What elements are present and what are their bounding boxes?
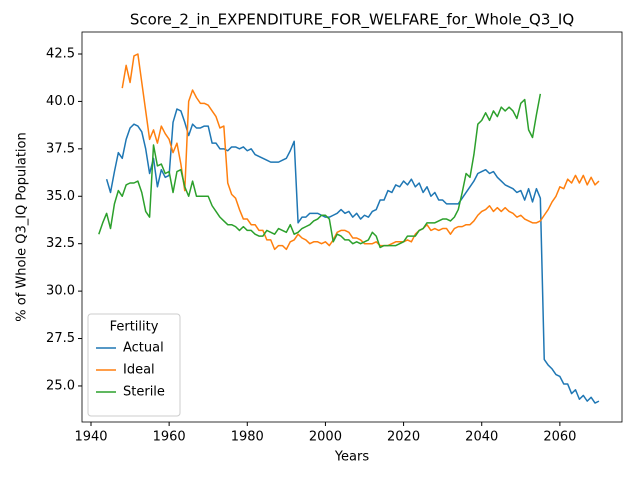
legend-label: Actual [123, 341, 164, 356]
x-tick-label: 1980 [231, 430, 264, 445]
x-axis-label: Years [334, 450, 370, 465]
x-tick-label: 2000 [309, 430, 342, 445]
x-tick-label: 1960 [153, 430, 186, 445]
legend-box [87, 313, 181, 417]
plot-frame [81, 31, 623, 423]
legend-title: Fertility [110, 320, 159, 335]
x-tick-label: 2060 [543, 430, 576, 445]
line-series [98, 93, 542, 249]
x-tick-label: 2020 [387, 430, 420, 445]
y-axis-label: % of Whole Q3_IQ Population [15, 132, 30, 321]
x-tick-label: 1940 [74, 430, 107, 445]
y-tick-label: 30.0 [46, 284, 75, 299]
y-tick-label: 32.5 [46, 236, 75, 251]
y-tick-label: 25.0 [46, 378, 75, 393]
legend: Fertility Actual Ideal Sterile [87, 313, 181, 417]
legend-label: Sterile [123, 385, 165, 400]
y-tick-label: 42.5 [46, 47, 75, 62]
chart-title: Score_2_in_EXPENDITURE_FOR_WELFARE_for_W… [130, 11, 574, 30]
y-tick-label: 27.5 [46, 331, 75, 346]
line-series [105, 108, 600, 404]
x-tick-label: 2040 [465, 430, 498, 445]
y-tick-label: 37.5 [46, 141, 75, 156]
y-tick-label: 40.0 [46, 94, 75, 109]
line-series [121, 53, 600, 251]
legend-label: Ideal [123, 363, 155, 378]
y-tick-label: 35.0 [46, 189, 75, 204]
